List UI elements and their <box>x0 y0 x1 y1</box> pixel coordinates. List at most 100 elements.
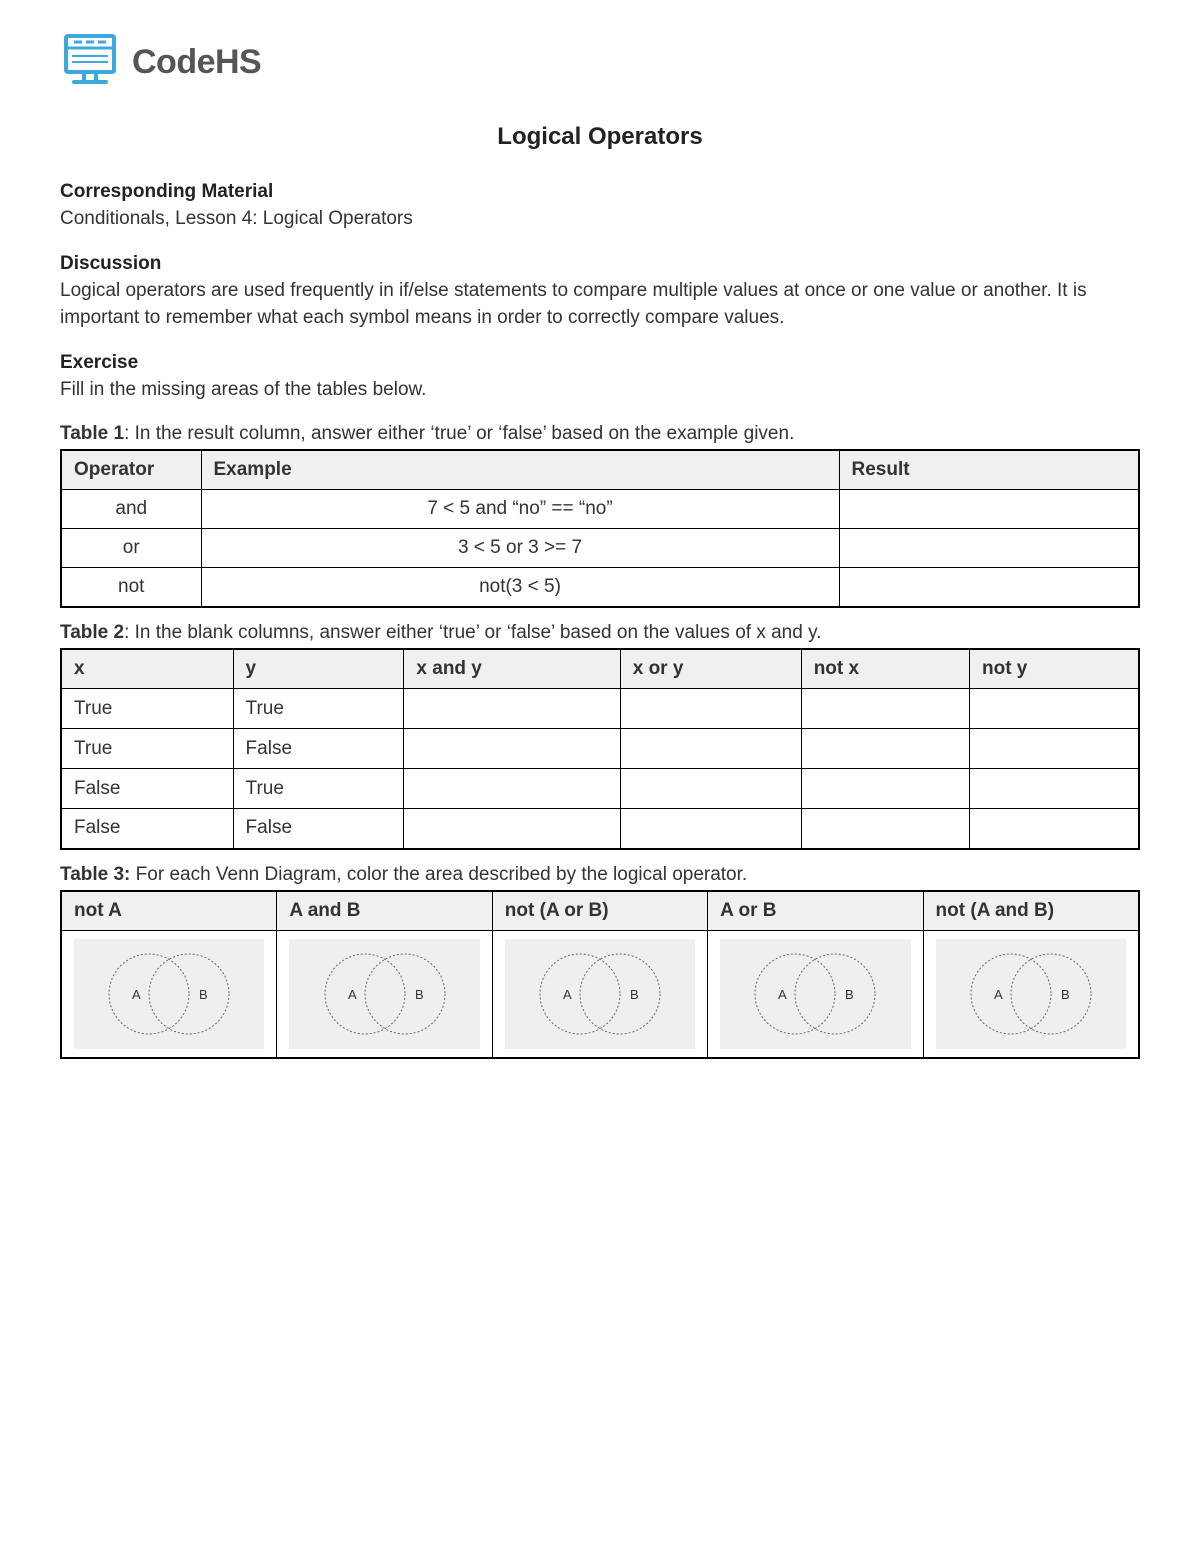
venn-cell: AB <box>708 930 923 1058</box>
table1-caption: Table 1: In the result column, answer ei… <box>60 423 1140 445</box>
venn-label-a: A <box>132 987 141 1002</box>
t2-x: True <box>61 689 233 729</box>
table1-header-row: Operator Example Result <box>61 450 1139 490</box>
table3-caption: Table 3: For each Venn Diagram, color th… <box>60 864 1140 886</box>
t2-xandy <box>404 769 620 809</box>
t3-col-2: not (A or B) <box>492 891 707 931</box>
exercise-heading: Exercise <box>60 352 1140 374</box>
table-row: not not(3 < 5) <box>61 568 1139 608</box>
table-row: True True <box>61 689 1139 729</box>
t2-xory <box>620 729 801 769</box>
material-heading: Corresponding Material <box>60 181 1140 203</box>
table-row: or 3 < 5 or 3 >= 7 <box>61 529 1139 568</box>
venn-cell: AB <box>61 930 277 1058</box>
exercise-body: Fill in the missing areas of the tables … <box>60 376 1140 404</box>
table-row: and 7 < 5 and “no” == “no” <box>61 490 1139 529</box>
t2-xory <box>620 809 801 849</box>
venn-label-b: B <box>415 987 424 1002</box>
page-title: Logical Operators <box>60 123 1140 151</box>
t2-xandy <box>404 689 620 729</box>
table3: not A A and B not (A or B) A or B not (A… <box>60 890 1140 1059</box>
table3-venn-row: AB AB AB AB AB <box>61 930 1139 1058</box>
venn-diagram: AB <box>505 939 695 1049</box>
brand-name: CodeHS <box>132 43 261 82</box>
t1-example: 3 < 5 or 3 >= 7 <box>201 529 839 568</box>
venn-diagram: AB <box>936 939 1126 1049</box>
t2-noty <box>969 689 1139 729</box>
venn-label-b: B <box>630 987 639 1002</box>
t2-y: True <box>233 769 404 809</box>
t2-notx <box>801 809 969 849</box>
venn-label-a: A <box>563 987 572 1002</box>
t2-col-notx: not x <box>801 649 969 689</box>
discussion-heading: Discussion <box>60 253 1140 275</box>
t3-col-0: not A <box>61 891 277 931</box>
table1-caption-text: : In the result column, answer either ‘t… <box>124 423 794 444</box>
venn-label-b: B <box>199 987 208 1002</box>
venn-label-b: B <box>1061 987 1070 1002</box>
t2-noty <box>969 729 1139 769</box>
table1-col-result: Result <box>839 450 1139 490</box>
t2-noty <box>969 809 1139 849</box>
t1-operator: not <box>61 568 201 608</box>
venn-cell: AB <box>923 930 1139 1058</box>
t2-notx <box>801 729 969 769</box>
table2-caption: Table 2: In the blank columns, answer ei… <box>60 622 1140 644</box>
table3-header-row: not A A and B not (A or B) A or B not (A… <box>61 891 1139 931</box>
table3-caption-label: Table 3: <box>60 864 130 885</box>
t2-col-y: y <box>233 649 404 689</box>
t2-xory <box>620 689 801 729</box>
table1-col-operator: Operator <box>61 450 201 490</box>
table1-col-example: Example <box>201 450 839 490</box>
venn-label-a: A <box>994 987 1003 1002</box>
t1-example: not(3 < 5) <box>201 568 839 608</box>
table-row: False True <box>61 769 1139 809</box>
table2-caption-text: : In the blank columns, answer either ‘t… <box>124 622 821 643</box>
t2-notx <box>801 769 969 809</box>
t1-example: 7 < 5 and “no” == “no” <box>201 490 839 529</box>
t1-result <box>839 529 1139 568</box>
table-row: True False <box>61 729 1139 769</box>
t2-y: False <box>233 809 404 849</box>
t1-operator: or <box>61 529 201 568</box>
t2-notx <box>801 689 969 729</box>
venn-diagram: AB <box>289 939 479 1049</box>
t2-col-xandy: x and y <box>404 649 620 689</box>
header-logo: CodeHS <box>60 30 1140 95</box>
material-body: Conditionals, Lesson 4: Logical Operator… <box>60 205 1140 233</box>
venn-cell: AB <box>277 930 492 1058</box>
t1-result <box>839 568 1139 608</box>
t2-x: False <box>61 809 233 849</box>
t2-xory <box>620 769 801 809</box>
venn-diagram: AB <box>74 939 264 1049</box>
t2-xandy <box>404 729 620 769</box>
discussion-body: Logical operators are used frequently in… <box>60 277 1140 332</box>
worksheet-page: CodeHS Logical Operators Corresponding M… <box>0 0 1200 1119</box>
table1: Operator Example Result and 7 < 5 and “n… <box>60 449 1140 608</box>
table1-caption-label: Table 1 <box>60 423 124 444</box>
t2-col-x: x <box>61 649 233 689</box>
t2-x: True <box>61 729 233 769</box>
t3-col-1: A and B <box>277 891 492 931</box>
venn-cell: AB <box>492 930 707 1058</box>
venn-label-a: A <box>778 987 787 1002</box>
t1-operator: and <box>61 490 201 529</box>
table-row: False False <box>61 809 1139 849</box>
t2-noty <box>969 769 1139 809</box>
t2-col-noty: not y <box>969 649 1139 689</box>
t2-y: False <box>233 729 404 769</box>
table2: x y x and y x or y not x not y True True… <box>60 648 1140 850</box>
codehs-logo-icon <box>60 30 120 95</box>
t3-col-3: A or B <box>708 891 923 931</box>
table3-caption-text: For each Venn Diagram, color the area de… <box>130 864 747 885</box>
t2-x: False <box>61 769 233 809</box>
t3-col-4: not (A and B) <box>923 891 1139 931</box>
t2-col-xory: x or y <box>620 649 801 689</box>
table2-header-row: x y x and y x or y not x not y <box>61 649 1139 689</box>
table2-caption-label: Table 2 <box>60 622 124 643</box>
venn-label-a: A <box>348 987 357 1002</box>
t1-result <box>839 490 1139 529</box>
venn-label-b: B <box>845 987 854 1002</box>
venn-diagram: AB <box>720 939 910 1049</box>
t2-y: True <box>233 689 404 729</box>
